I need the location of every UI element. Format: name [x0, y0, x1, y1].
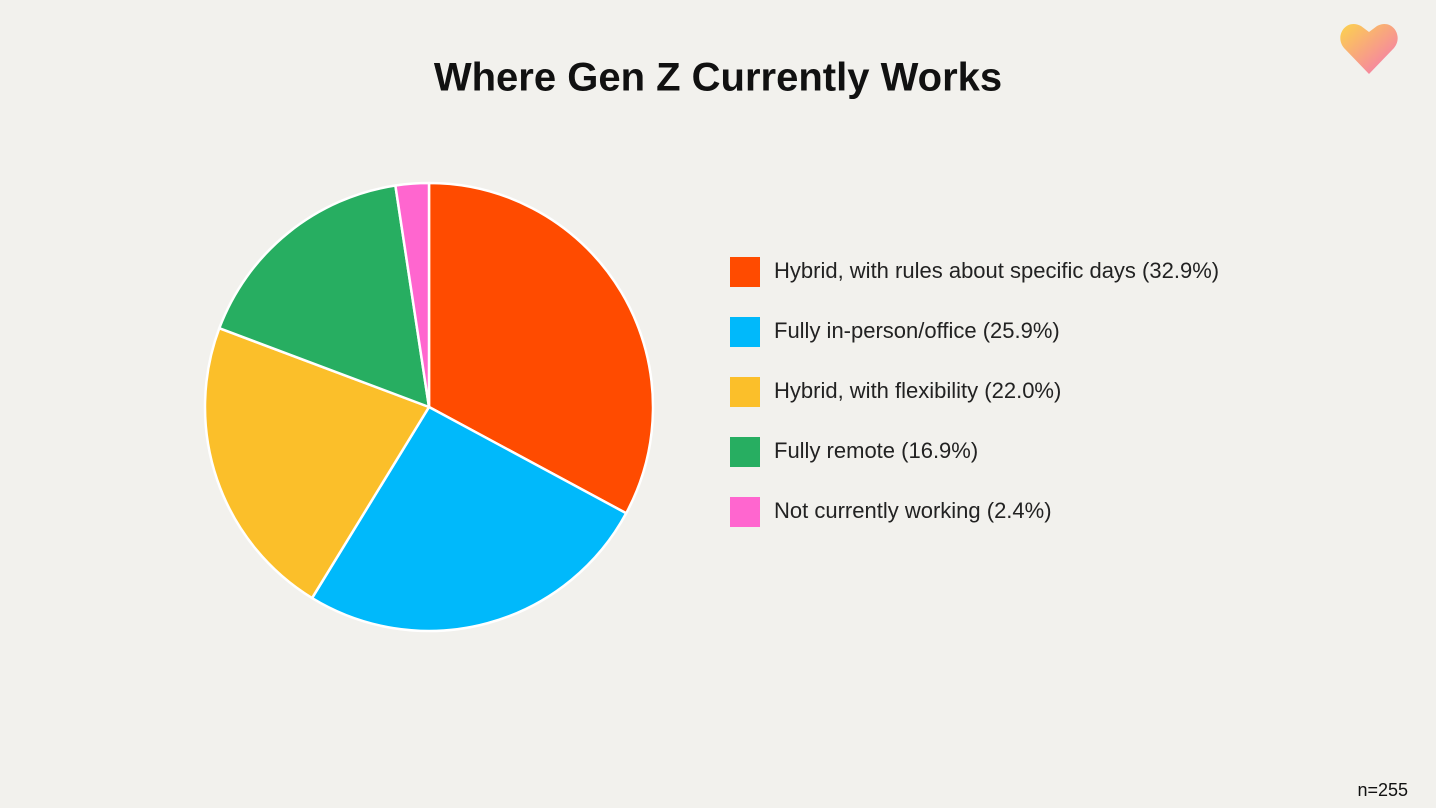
legend-label: Fully in-person/office (25.9%)	[774, 318, 1060, 343]
pie-slice	[427, 181, 655, 515]
legend-label: Hybrid, with rules about specific days (…	[774, 258, 1219, 283]
legend-swatch	[730, 437, 760, 467]
pie-slice	[310, 405, 628, 633]
legend-label: Hybrid, with flexibility (22.0%)	[774, 378, 1061, 403]
legend-label: Not currently working (2.4%)	[774, 498, 1052, 523]
legend-swatch	[730, 497, 760, 527]
legend-swatch	[730, 317, 760, 347]
legend-swatch	[730, 257, 760, 287]
legend-label: Fully remote (16.9%)	[774, 438, 978, 463]
footnote: n=255	[1357, 780, 1408, 800]
pie-slice	[218, 184, 431, 409]
pie-slice	[203, 326, 431, 600]
logo-heart	[1340, 24, 1398, 74]
legend-swatch	[730, 377, 760, 407]
chart-title: Where Gen Z Currently Works	[434, 56, 1002, 100]
pie-slice	[394, 181, 431, 409]
